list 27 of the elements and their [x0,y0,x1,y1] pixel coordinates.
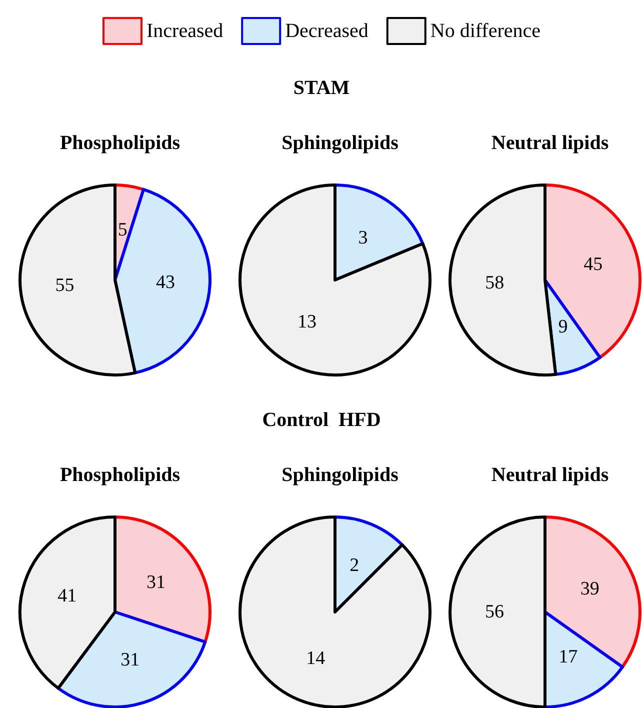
data-label: 56 [485,602,504,622]
data-label: 55 [55,274,74,296]
data-label: 2 [350,554,360,576]
data-label: 17 [558,646,578,668]
data-label: 13 [297,311,316,332]
data-label: 41 [58,586,77,607]
data-label: 31 [146,572,166,593]
chart-title: Neutral lipids [491,464,609,486]
legend-label: Increased [146,20,224,42]
legend-label: Decreased [285,20,368,42]
text: Phospholipids [60,132,180,154]
text: STAM [293,77,350,99]
data-label: 5 [118,220,128,241]
chart-title: Neutral lipids [491,132,609,154]
data-label: 39 [580,578,600,600]
text: Control HFD [262,409,381,431]
data-label: 14 [306,648,326,670]
chart-title: Phospholipids [60,464,180,486]
data-label: 43 [156,272,175,293]
chart-title: Sphingolipids [282,132,399,154]
data-label: 58 [485,272,504,294]
legend-label: No difference [430,20,541,42]
data-label: 3 [358,228,368,249]
data-label: 9 [558,316,568,338]
chart-title: Sphingolipids [282,464,399,486]
data-label: 31 [120,650,140,671]
data-label: 45 [584,254,603,276]
